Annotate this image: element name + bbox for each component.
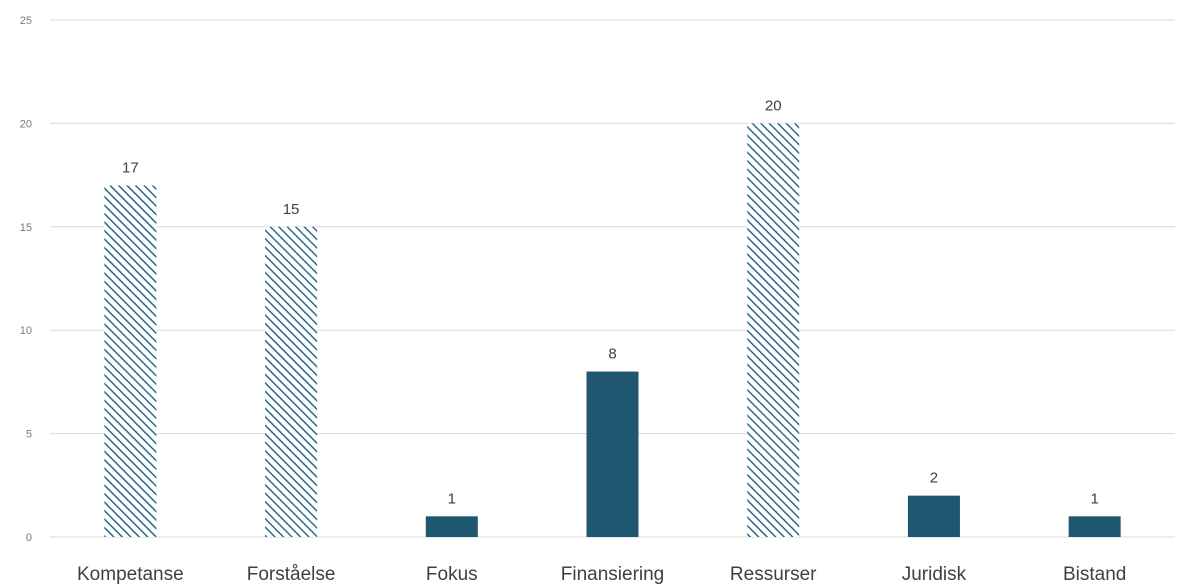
data-label-forståelse: 15 xyxy=(283,201,300,218)
y-tick-label: 0 xyxy=(26,532,32,544)
data-label-fokus: 1 xyxy=(448,490,456,507)
bar-fokus xyxy=(425,516,478,537)
y-axis-ticks: 0 5 10 15 20 25 xyxy=(20,15,32,544)
x-tick-label-kompetanse: Kompetanse xyxy=(77,564,184,585)
bar-forståelse xyxy=(265,226,318,538)
data-labels: 17 15 1 8 20 2 1 xyxy=(122,97,1099,507)
data-label-kompetanse: 17 xyxy=(122,159,139,176)
y-tick-label: 25 xyxy=(20,15,32,27)
y-tick-label: 10 xyxy=(20,325,32,337)
data-label-juridisk: 2 xyxy=(930,470,938,487)
y-tick-label: 15 xyxy=(20,222,32,234)
bar-ressurser xyxy=(747,123,800,538)
data-label-ressurser: 20 xyxy=(765,97,782,114)
bars xyxy=(104,123,1121,538)
x-axis-labels: Kompetanse Forståelse Fokus Finansiering Res… xyxy=(77,564,1126,585)
gridlines xyxy=(50,19,1175,538)
x-tick-label-forståelse: Forståelse xyxy=(247,564,336,585)
x-tick-label-fokus: Fokus xyxy=(426,564,478,585)
data-label-finansiering: 8 xyxy=(608,346,616,363)
x-tick-label-bistand: Bistand xyxy=(1063,564,1126,585)
x-tick-label-finansiering: Finansiering xyxy=(561,564,665,585)
bar-bistand xyxy=(1068,516,1121,537)
x-tick-label-juridisk: Juridisk xyxy=(902,564,967,585)
bar-finansiering xyxy=(586,371,639,537)
bar-kompetanse xyxy=(104,185,157,537)
y-tick-label: 5 xyxy=(26,429,32,441)
x-tick-label-ressurser: Ressurser xyxy=(730,564,817,585)
data-label-bistand: 1 xyxy=(1090,490,1098,507)
y-tick-label: 20 xyxy=(20,118,32,130)
bar-juridisk xyxy=(907,495,960,537)
